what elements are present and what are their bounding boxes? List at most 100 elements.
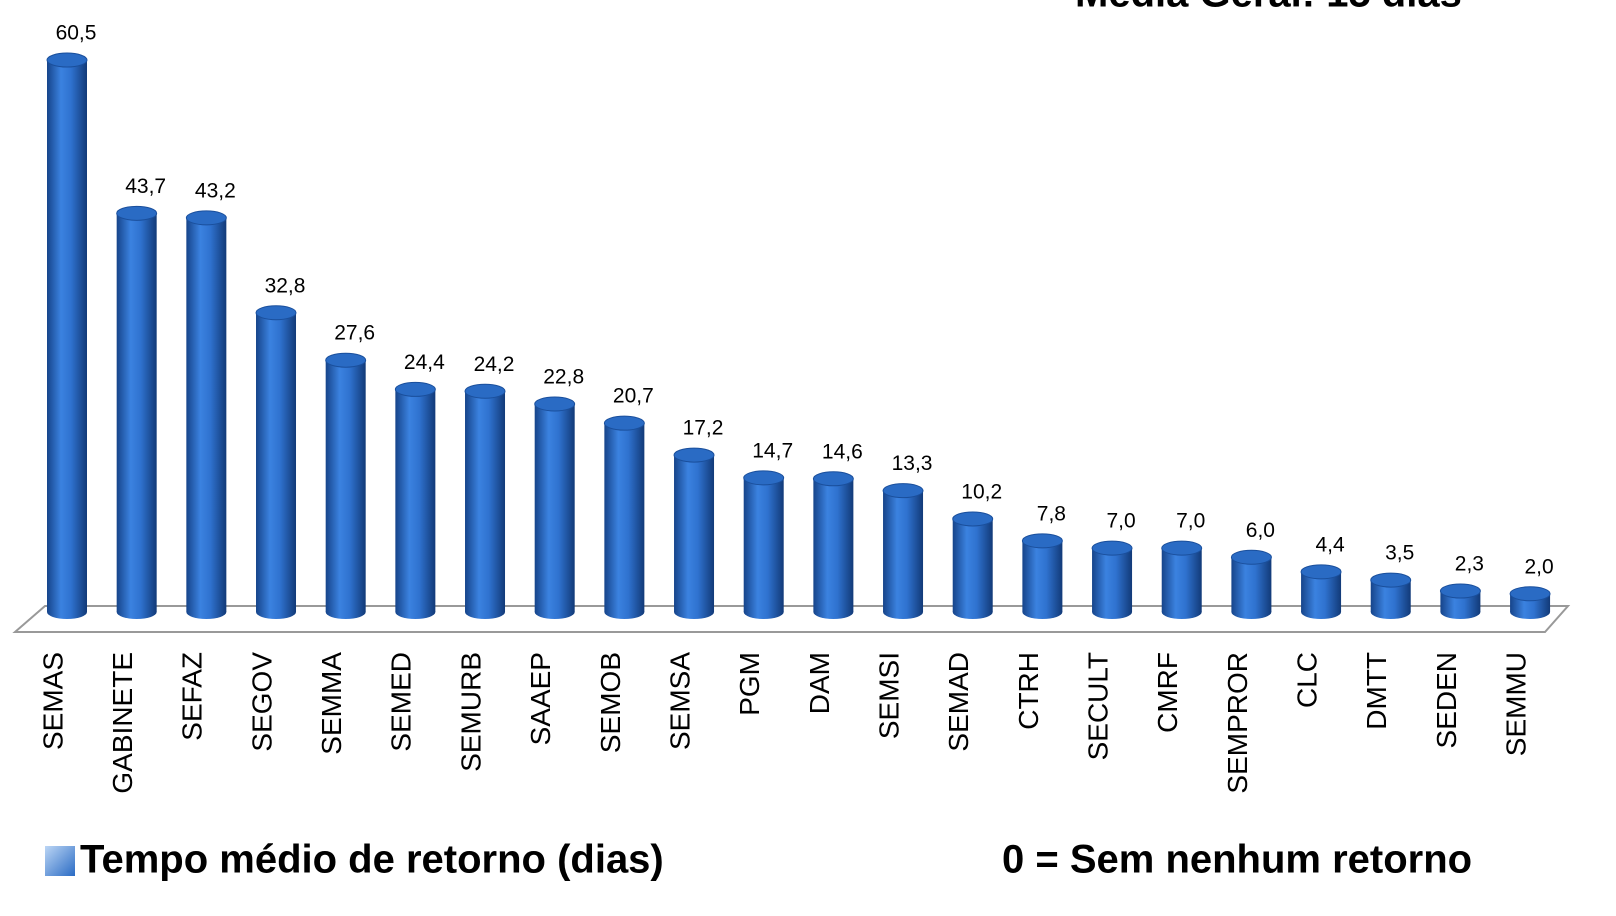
x-tick-label: SEDEN [1431, 652, 1462, 748]
value-label: 2,3 [1455, 553, 1484, 576]
bar-top [812, 471, 854, 487]
bar-top [882, 483, 924, 499]
x-tick-label: PGM [734, 652, 765, 716]
value-label: 3,5 [1385, 542, 1414, 565]
x-tick-label: SEMPROR [1222, 652, 1253, 794]
bar-body [743, 477, 784, 612]
bar [1091, 540, 1133, 619]
value-label: 7,8 [1037, 502, 1066, 525]
bar-top [1161, 540, 1203, 556]
x-tick-label: SEMMU [1500, 652, 1531, 756]
bar-body [465, 391, 506, 612]
bar-body [1231, 557, 1272, 612]
bar-body [325, 360, 366, 612]
value-label: 24,2 [474, 353, 515, 376]
value-label: 2,0 [1524, 555, 1553, 578]
bar-top [603, 415, 645, 431]
bar-top [394, 381, 436, 397]
x-tick-label: CLC [1291, 652, 1322, 708]
x-tick-label: SEFAZ [177, 652, 208, 741]
value-label: 14,6 [822, 440, 863, 463]
bar-top [1021, 533, 1063, 549]
bar-top [255, 305, 297, 321]
x-tick-label: SEMAD [943, 652, 974, 752]
x-tick-label: CTRH [1013, 652, 1044, 730]
value-label: 7,0 [1106, 510, 1135, 533]
bar [673, 447, 715, 619]
x-tick-label: SEMSA [664, 652, 695, 750]
value-label: 10,2 [961, 480, 1002, 503]
x-tick-label: SECULT [1082, 652, 1113, 760]
bar-body [813, 478, 854, 612]
bar-top [743, 470, 785, 486]
bar-body [1022, 540, 1063, 612]
bar [603, 415, 645, 619]
bar-body [256, 312, 297, 612]
x-tick-label: SEGOV [246, 652, 277, 752]
x-tick-label: SEMOB [595, 652, 626, 753]
x-tick-label: GABINETE [107, 652, 138, 794]
value-label: 6,0 [1246, 519, 1275, 542]
bar-body [1092, 548, 1133, 612]
bar [812, 471, 854, 619]
bar-top [1370, 572, 1412, 588]
bar-top [1230, 549, 1272, 565]
bar-body [116, 213, 157, 612]
legend-label: Tempo médio de retorno (dias) [80, 838, 664, 882]
bar [1300, 564, 1342, 619]
value-label: 32,8 [265, 274, 306, 297]
x-tick-label: DAM [804, 652, 835, 714]
x-tick-label: SEMAS [37, 652, 68, 750]
value-label: 43,2 [195, 179, 236, 202]
value-label: 4,4 [1315, 533, 1345, 556]
chart-title: Média Geral: 15 dias [1075, 0, 1462, 16]
annotation: 0 = Sem nenhum retorno [1002, 838, 1472, 882]
x-tick-label: SEMSI [873, 652, 904, 739]
bar [325, 352, 367, 619]
bar-body [674, 455, 715, 612]
bar [185, 210, 227, 619]
x-tick-label: SEMED [386, 652, 417, 752]
bar [1230, 549, 1272, 619]
bar-top [185, 210, 227, 226]
bar [743, 470, 785, 619]
bar-top [673, 447, 715, 463]
value-label: 7,0 [1176, 510, 1205, 533]
bar-top [534, 396, 576, 412]
value-label: 24,4 [404, 351, 445, 374]
bar-body [186, 217, 227, 613]
bar-top [1439, 583, 1481, 599]
bar [1509, 586, 1551, 619]
legend-swatch [45, 846, 75, 876]
bar-top [1091, 540, 1133, 556]
bar [882, 483, 924, 619]
bar-top [1509, 586, 1551, 602]
bar [1161, 540, 1203, 619]
value-label: 43,7 [125, 175, 166, 198]
x-tick-label: SEMURB [455, 652, 486, 772]
value-label: 22,8 [543, 366, 584, 389]
bar [952, 511, 994, 619]
bar [255, 305, 297, 619]
value-label: 17,2 [683, 417, 724, 440]
x-tick-label: CMRF [1152, 652, 1183, 733]
value-label: 14,7 [752, 439, 793, 462]
bar-body [395, 389, 436, 612]
x-tick-label: SEMMA [316, 652, 347, 755]
bar-body [604, 423, 645, 612]
bar-top [116, 205, 158, 221]
bar-body [47, 60, 87, 613]
bar [1370, 572, 1412, 619]
bar-body [534, 403, 575, 612]
bar-top [464, 383, 506, 399]
value-label: 27,6 [334, 322, 375, 345]
bar-top [1300, 564, 1342, 580]
bar [464, 383, 506, 619]
value-label: 20,7 [613, 385, 654, 408]
x-tick-label: SAAEP [525, 652, 556, 745]
bar-top [952, 511, 994, 527]
bar [116, 205, 158, 619]
value-label: 13,3 [892, 452, 933, 475]
